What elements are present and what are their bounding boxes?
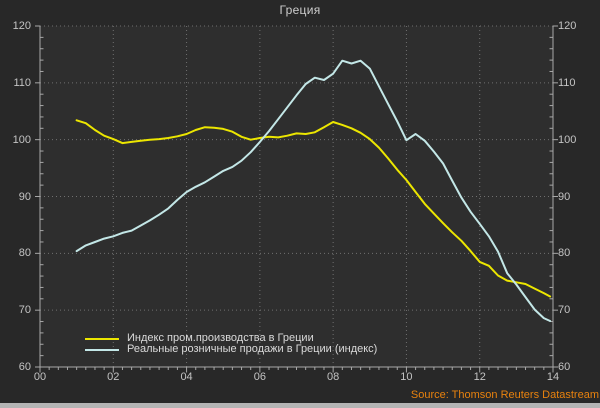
x-tick-label: 02 — [107, 371, 120, 383]
y-tick-label: 110 — [13, 76, 31, 89]
series-line-retail — [75, 59, 552, 322]
x-tick-label: 06 — [253, 371, 266, 383]
y-tick-label: 80 — [558, 247, 571, 260]
x-tick-label: 04 — [180, 371, 193, 383]
y-tick-label: 90 — [558, 190, 571, 203]
x-tick-label: 14 — [546, 371, 560, 383]
y-tick-label: 120 — [558, 20, 577, 32]
chart-title: Греция — [279, 3, 321, 17]
y-tick-label: 80 — [18, 247, 31, 260]
y-tick-label: 100 — [558, 133, 577, 146]
series-line-industrial — [75, 119, 552, 298]
legend-label-industrial: Индекс пром.производства в Греции — [127, 332, 314, 344]
y-tick-label: 70 — [18, 304, 31, 317]
legend: Индекс пром.производства в Греции Реальн… — [85, 333, 377, 355]
y-tick-label: 70 — [558, 304, 571, 317]
legend-label-retail: Реальные розничные продажи в Греции (инд… — [127, 343, 378, 355]
y-tick-label: 90 — [18, 190, 31, 203]
y-tick-label: 60 — [558, 361, 571, 373]
y-tick-label: 60 — [18, 361, 31, 373]
y-tick-label: 100 — [12, 133, 31, 146]
bottom-strip — [0, 403, 600, 408]
legend-item-retail-sales: Реальные розничные продажи в Греции (инд… — [85, 344, 377, 355]
legend-line-swatch-retail — [85, 348, 119, 351]
x-tick-label: 10 — [400, 371, 413, 383]
legend-line-swatch-industrial — [85, 337, 119, 340]
x-tick-label: 08 — [327, 371, 340, 383]
y-tick-label: 110 — [558, 76, 576, 89]
x-tick-label: 00 — [33, 371, 47, 383]
x-tick-label: 12 — [473, 371, 486, 383]
source-attribution: Source: Thomson Reuters Datastream — [410, 389, 599, 401]
y-tick-label: 120 — [12, 20, 31, 32]
legend-item-industrial-production: Индекс пром.производства в Греции — [85, 333, 377, 344]
